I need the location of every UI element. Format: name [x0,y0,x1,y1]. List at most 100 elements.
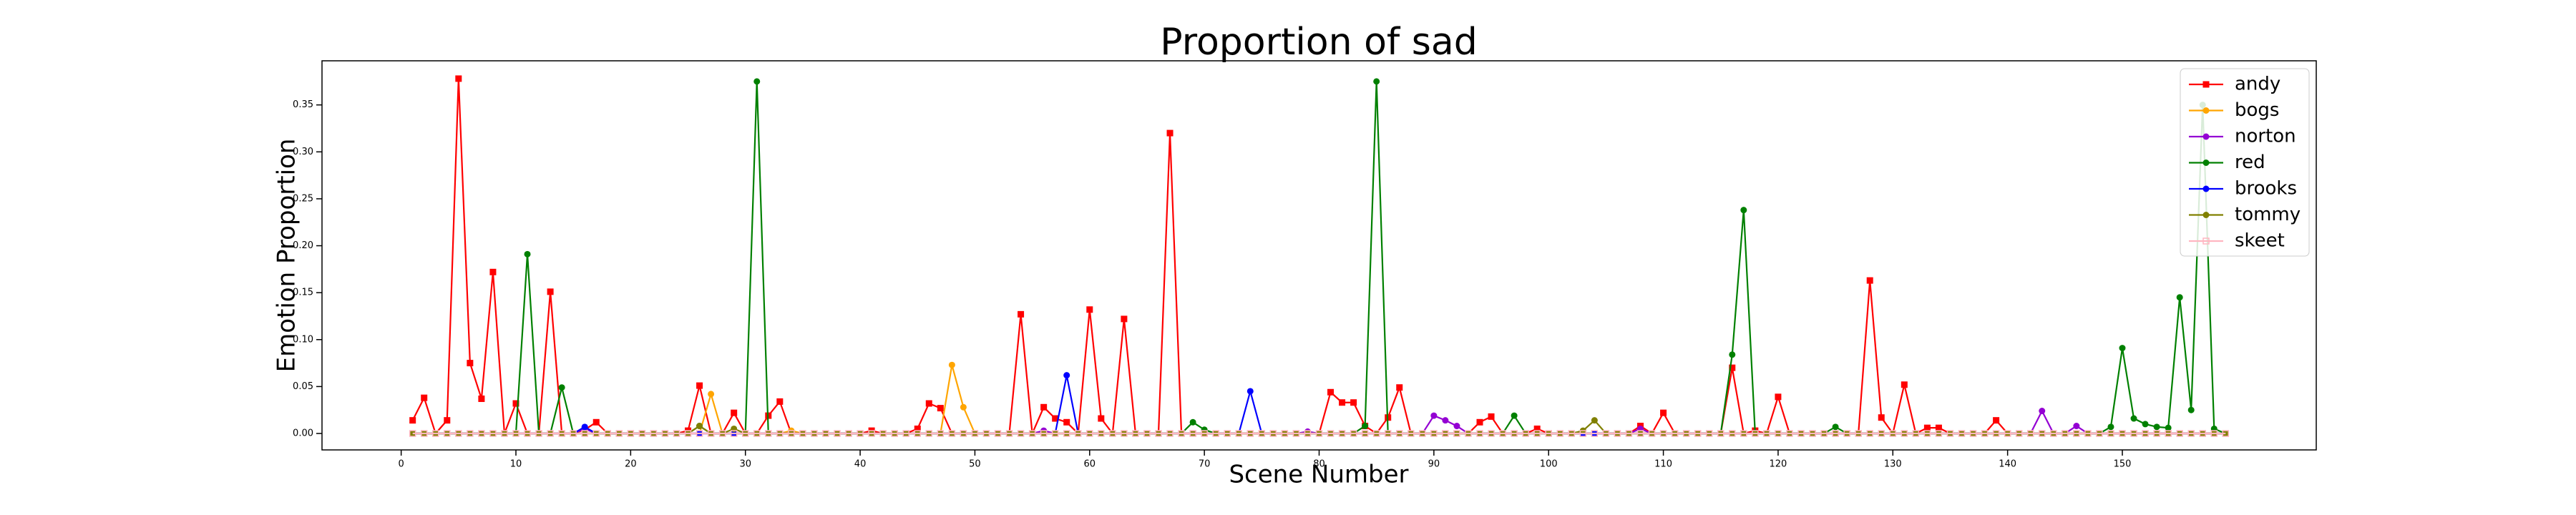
point [1511,412,1518,419]
point [1786,430,1793,437]
point [2004,430,2011,437]
point [1396,384,1403,391]
point [2130,415,2137,422]
point [1912,430,1920,437]
point [684,430,692,437]
legend-label: brooks [2235,178,2297,200]
point [478,430,485,437]
point [1407,430,1415,437]
point [1028,430,1036,437]
point [1361,430,1369,437]
point [409,417,416,424]
point [558,430,565,437]
x-tick-label: 120 [1770,459,1787,470]
point [604,430,612,437]
x-tick-label: 60 [1084,459,1096,470]
legend-label: red [2235,152,2265,173]
point [1372,430,1380,437]
point [1246,388,1254,395]
point [1052,415,1059,422]
x-tick-label: 130 [1884,459,1902,470]
x-tick-label: 70 [1199,459,1211,470]
point [1625,430,1633,437]
point [811,430,818,437]
point [1797,430,1805,437]
point [524,430,531,437]
point [1453,430,1460,437]
point [2026,430,2034,437]
point [834,430,841,437]
point [581,423,588,431]
point [1098,430,1105,437]
point [776,430,784,437]
point [2073,430,2080,437]
point [914,430,922,437]
point [1923,430,1931,437]
point [925,430,933,437]
point [615,430,623,437]
point [592,430,600,437]
point [1556,430,1563,437]
x-tick-label: 40 [854,459,867,470]
point [914,425,921,432]
x-tick-label: 30 [739,459,751,470]
point [1901,430,1908,437]
y-tick-label: 0.25 [293,193,313,204]
point [1923,424,1931,431]
point [512,400,519,407]
y-tick-label: 0.15 [293,288,313,298]
point [2153,423,2160,431]
point [1350,399,1357,406]
point [1866,277,1873,284]
y-tick-label: 0.20 [293,240,313,251]
point [1660,409,1667,416]
point [1338,430,1346,437]
point [1878,430,1885,437]
point [1327,430,1335,437]
chart-title: Proportion of sad [1160,21,1477,64]
point [948,430,956,437]
point [1740,207,1747,214]
point [1430,430,1438,437]
point [1051,430,1059,437]
point [1682,430,1690,437]
point [948,361,955,368]
x-tick-label: 80 [1313,459,1325,470]
point [2119,345,2126,352]
point [1752,430,1759,437]
legend-label: norton [2235,126,2296,147]
point [2073,423,2080,430]
point [1304,430,1312,437]
point [1419,430,1426,437]
point [1763,430,1770,437]
point [1901,381,1908,388]
point [1568,430,1576,437]
point [1591,417,1598,424]
point [444,417,451,424]
point [1017,430,1025,437]
point [1705,430,1713,437]
point [1362,423,1369,430]
y-tick-label: 0.00 [293,428,313,439]
series-line [412,364,2226,435]
point [1820,430,1828,437]
point [1430,412,1438,419]
point [1040,430,1048,437]
point [1075,430,1082,437]
point [891,430,898,437]
point [489,268,497,275]
point [1121,315,1128,323]
point [1499,430,1506,437]
point [994,430,1002,437]
point [776,398,784,405]
point [2165,430,2172,437]
legend-marker [2202,237,2210,245]
point [2038,430,2046,437]
series-line [412,81,2226,435]
point [501,430,508,437]
point [1843,430,1850,437]
point [2062,430,2069,437]
point [696,423,703,430]
point [1098,415,1105,422]
